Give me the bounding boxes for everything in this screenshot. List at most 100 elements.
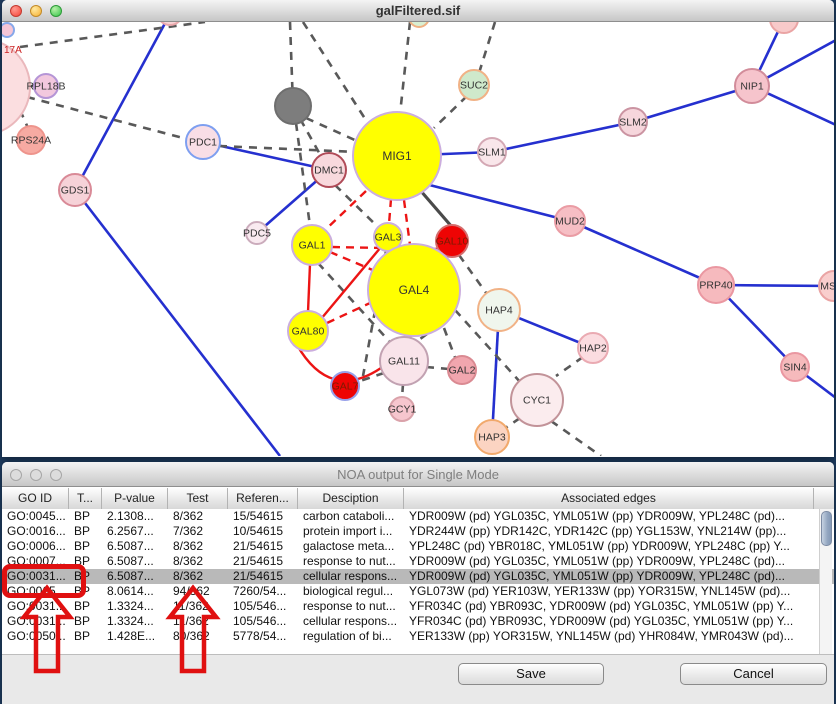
node-GAL7[interactable]: GAL7: [330, 371, 360, 401]
column-header[interactable]: T...: [69, 488, 102, 509]
table-cell: 7/362: [173, 524, 204, 538]
window-title: NOA output for Single Mode: [337, 467, 499, 482]
node-NIP1[interactable]: NIP1: [734, 68, 770, 104]
node-SUC2[interactable]: SUC2: [458, 69, 490, 101]
network-edge[interactable]: [294, 122, 312, 227]
network-edge[interactable]: [715, 283, 834, 288]
table-row[interactable]: GO:0016... BP 6.2567... 7/362 10/54615 protei…: [2, 524, 834, 539]
column-header[interactable]: P-value: [102, 488, 168, 509]
network-edge[interactable]: [387, 198, 393, 225]
vertical-scrollbar[interactable]: [819, 509, 832, 655]
column-header[interactable]: Test: [168, 488, 228, 509]
network-edge[interactable]: [306, 263, 312, 313]
zoom-button-inactive[interactable]: [50, 469, 62, 481]
table-row[interactable]: GO:0006... BP 6.5087... 8/362 21/54615 galact…: [2, 539, 834, 554]
node-GAL1[interactable]: GAL1: [291, 224, 333, 266]
network-edge[interactable]: [334, 184, 380, 229]
network-edge[interactable]: [454, 309, 522, 384]
table-cell: 8/362: [173, 509, 204, 523]
network-edge[interactable]: [400, 383, 405, 399]
network-edge[interactable]: [320, 246, 382, 320]
node-HAP2[interactable]: HAP2: [577, 332, 609, 364]
node-top-pink-1[interactable]: [157, 22, 183, 26]
node-SLM2[interactable]: SLM2: [618, 107, 648, 137]
node-GAL4[interactable]: GAL4: [367, 243, 461, 337]
network-edge[interactable]: [632, 84, 753, 124]
node-MIG1[interactable]: MIG1: [352, 111, 442, 201]
table-row[interactable]: GO:0065... BP 8.0614... 94/362 7260/54... bio…: [2, 584, 834, 599]
node-GCY1[interactable]: GCY1: [388, 396, 417, 422]
network-edge[interactable]: [433, 95, 468, 129]
node-MSL5[interactable]: MSL5: [818, 270, 834, 302]
network-edge[interactable]: [301, 22, 373, 129]
node-GDS1[interactable]: GDS1: [58, 173, 92, 207]
table-cell: GO:0045...: [7, 509, 66, 523]
network-edge[interactable]: [326, 301, 371, 325]
table-row[interactable]: GO:0050... BP 1.428E... 80/362 5778/54... reg…: [2, 629, 834, 644]
node-HAP4[interactable]: HAP4: [477, 288, 521, 332]
minimize-button[interactable]: [30, 5, 42, 17]
node-top-pink-2[interactable]: [769, 22, 799, 34]
table-row[interactable]: GO:0045... BP 2.1308... 8/362 15/54615 carbon…: [2, 509, 834, 524]
table-cell: 2.1308...: [107, 509, 154, 523]
column-header[interactable]: GO ID: [2, 488, 69, 509]
network-titlebar[interactable]: galFiltered.sif: [2, 0, 834, 22]
network-edge[interactable]: [425, 365, 450, 371]
noa-titlebar[interactable]: NOA output for Single Mode: [2, 462, 834, 487]
network-edge[interactable]: [550, 419, 602, 456]
node-GAL80[interactable]: GAL80: [287, 310, 329, 352]
table-row[interactable]: GO:0031... BP 6.5087... 8/362 21/54615 cellul…: [2, 569, 834, 584]
table-row[interactable]: GO:0031... BP 1.3324... 11/362 105/546... cel…: [2, 614, 834, 629]
table-cell: response to nut...: [303, 554, 396, 568]
network-edge[interactable]: [356, 371, 385, 384]
node-MUD2[interactable]: MUD2: [554, 205, 586, 237]
table-cell: regulation of bi...: [303, 629, 392, 643]
network-canvas[interactable]: RPL18BRPS24AGDS1PDC1DMC1MIG1SUC2SLM1SLM2…: [2, 22, 834, 456]
network-edge[interactable]: [409, 178, 571, 223]
table-cell: 6.5087...: [107, 539, 154, 553]
table-row[interactable]: GO:0007... BP 6.5087... 8/362 21/54615 respon…: [2, 554, 834, 569]
save-button[interactable]: Save: [458, 663, 604, 685]
network-edge[interactable]: [569, 219, 717, 287]
network-edge[interactable]: [317, 262, 390, 342]
network-edge[interactable]: [305, 116, 358, 143]
node-GAL11[interactable]: GAL11: [379, 336, 429, 386]
column-header[interactable]: Referen...: [228, 488, 298, 509]
network-edge[interactable]: [402, 199, 412, 246]
network-edge[interactable]: [73, 189, 282, 456]
node-PDC1[interactable]: PDC1: [185, 124, 221, 160]
column-header[interactable]: Desciption: [298, 488, 404, 509]
node-CYC1[interactable]: CYC1: [510, 373, 564, 427]
node-edge-pink-large[interactable]: [2, 39, 31, 135]
node-GAL2[interactable]: GAL2: [447, 355, 477, 385]
network-edge[interactable]: [418, 188, 454, 229]
node-gray-node[interactable]: [274, 87, 312, 125]
network-edge[interactable]: [457, 254, 491, 298]
network-edge[interactable]: [73, 22, 170, 191]
node-top-green[interactable]: [409, 22, 429, 28]
node-PRP40[interactable]: PRP40: [697, 266, 735, 304]
minimize-button-inactive[interactable]: [30, 469, 42, 481]
close-button[interactable]: [10, 5, 22, 17]
zoom-button[interactable]: [50, 5, 62, 17]
cancel-button[interactable]: Cancel: [680, 663, 827, 685]
network-edge[interactable]: [322, 190, 367, 233]
node-HAP3[interactable]: HAP3: [474, 419, 510, 455]
node-corner-node[interactable]: [2, 22, 15, 38]
network-edge[interactable]: [291, 105, 324, 159]
network-edge[interactable]: [477, 22, 497, 74]
node-SIN4[interactable]: SIN4: [780, 352, 810, 382]
column-header[interactable]: Associated edges: [404, 488, 814, 509]
network-edge[interactable]: [398, 22, 412, 115]
node-SLM1[interactable]: SLM1: [477, 137, 507, 167]
node-RPS24A[interactable]: RPS24A: [11, 125, 51, 155]
network-edge[interactable]: [555, 355, 584, 378]
network-edge[interactable]: [442, 327, 458, 361]
network-edge[interactable]: [491, 120, 634, 154]
node-DMC1[interactable]: DMC1: [311, 152, 347, 188]
network-edge[interactable]: [19, 22, 206, 49]
table-row[interactable]: GO:0031... BP 1.3324... 11/362 105/546... res…: [2, 599, 834, 614]
network-edge[interactable]: [26, 95, 188, 141]
scrollbar-thumb[interactable]: [821, 511, 832, 546]
close-button-inactive[interactable]: [10, 469, 22, 481]
